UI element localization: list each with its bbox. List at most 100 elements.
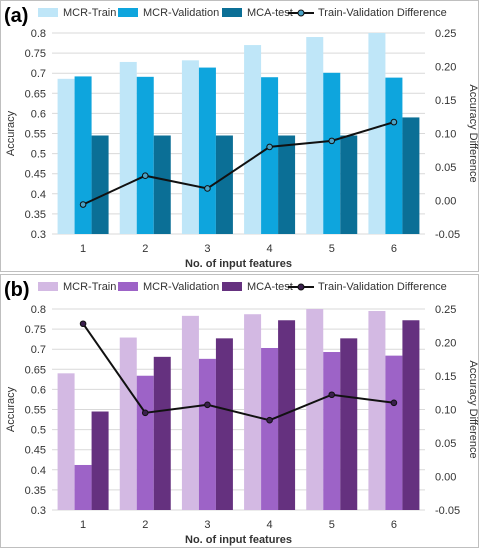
- y2-tick-label: -0.05: [435, 505, 460, 517]
- x-tick-label: 4: [267, 243, 273, 255]
- difference-point-2: [141, 172, 149, 180]
- y-tick-label: 0.8: [31, 28, 46, 40]
- bar-mcr-validation-5: [323, 72, 341, 234]
- bar-mca-test-5: [340, 135, 358, 234]
- legend-line-marker: [297, 283, 305, 291]
- y-tick-label: 0.45: [25, 169, 46, 181]
- legend-label: MCR-Validation: [143, 7, 219, 19]
- legend-label: MCR-Validation: [143, 281, 219, 293]
- bar-mca-test-2: [153, 135, 171, 234]
- y-tick-label: 0.8: [31, 304, 46, 316]
- y-tick-label: 0.35: [25, 209, 46, 221]
- y-tick-label: 0.5: [31, 149, 46, 161]
- y2-tick-label: 0.20: [435, 62, 456, 74]
- bar-mca-test-1: [91, 411, 109, 510]
- difference-point-4: [266, 416, 273, 424]
- y-tick-label: 0.5: [31, 425, 46, 437]
- difference-line: [82, 121, 395, 206]
- x-tick-label: 6: [391, 519, 397, 531]
- y2-tick-label: -0.05: [435, 229, 460, 241]
- bar-mcr-train-2: [119, 337, 137, 510]
- bar-mcr-validation-6: [385, 355, 403, 510]
- difference-point-2: [141, 409, 149, 417]
- y-tick-label: 0.7: [31, 68, 46, 80]
- bar-mcr-validation-3: [198, 67, 216, 235]
- y-tick-label: 0.6: [31, 108, 46, 120]
- bar-mcr-train-3: [181, 60, 199, 234]
- legend-swatch-mcr-validation: [118, 8, 138, 17]
- bar-mcr-validation-6: [385, 77, 403, 234]
- y2-tick-label: 0.15: [435, 371, 456, 383]
- bar-mcr-validation-4: [261, 77, 279, 234]
- bar-mcr-train-1: [57, 373, 75, 510]
- bar-mcr-validation-2: [136, 375, 154, 510]
- legend-label: MCA-test: [247, 281, 293, 293]
- bar-mca-test-2: [153, 356, 171, 510]
- y-tick-label: 0.55: [25, 129, 46, 141]
- bar-mcr-validation-2: [136, 76, 154, 235]
- y-tick-label: 0.75: [25, 324, 46, 336]
- legend-swatch-mcr-train: [38, 8, 58, 17]
- x-axis-title: No. of input features: [185, 534, 292, 546]
- y2-tick-label: 0.25: [435, 304, 456, 316]
- bar-mcr-train-6: [368, 311, 386, 510]
- legend-swatch-mcr-train: [38, 282, 58, 291]
- panel-label: (a): [4, 5, 28, 27]
- bar-mca-test-4: [278, 320, 296, 510]
- bar-mca-test-6: [402, 320, 420, 510]
- y-tick-label: 0.35: [25, 485, 46, 497]
- y2-tick-label: 0.25: [435, 28, 456, 40]
- difference-point-1: [79, 320, 87, 328]
- bar-mcr-train-1: [57, 78, 75, 234]
- bar-mcr-train-2: [119, 61, 137, 234]
- y2-tick-label: 0.05: [435, 162, 456, 174]
- chart-panel-a: (a) MCR-Train MCR-Validation MCA-test Train-…: [0, 0, 479, 272]
- difference-line: [82, 323, 395, 422]
- x-tick-label: 5: [329, 243, 335, 255]
- bar-mca-test-3: [215, 338, 233, 510]
- y2-tick-label: 0.00: [435, 472, 456, 484]
- y2-tick-label: 0.10: [435, 405, 456, 417]
- chart-panel-b: (b) MCR-Train MCR-Validation MCA-test Train-…: [0, 274, 479, 548]
- legend-label: Train-Validation Difference: [318, 281, 447, 293]
- bar-mcr-train-5: [306, 37, 324, 234]
- y2-axis-title: Accuracy Difference: [467, 84, 479, 182]
- difference-point-4: [266, 143, 273, 151]
- legend-line-marker: [297, 9, 305, 17]
- y-tick-label: 0.7: [31, 344, 46, 356]
- y-axis-title: Accuracy: [5, 386, 17, 432]
- bar-mcr-train-6: [368, 33, 386, 234]
- legend-swatch-mca-test: [222, 282, 242, 291]
- y2-axis-title: Accuracy Difference: [467, 360, 479, 458]
- x-tick-label: 1: [80, 519, 86, 531]
- x-tick-label: 2: [142, 243, 148, 255]
- bar-mca-test-6: [402, 117, 420, 234]
- bar-mcr-validation-5: [323, 352, 341, 510]
- y-tick-label: 0.3: [31, 505, 46, 517]
- legend-label: MCA-test: [247, 7, 293, 19]
- y-tick-label: 0.3: [31, 229, 46, 241]
- difference-point-5: [328, 137, 336, 145]
- difference-point-6: [390, 399, 398, 407]
- bar-mcr-train-5: [306, 309, 324, 510]
- bar-mcr-train-4: [244, 314, 262, 510]
- y2-tick-label: 0.05: [435, 438, 456, 450]
- y-tick-label: 0.6: [31, 384, 46, 396]
- difference-point-6: [390, 118, 398, 126]
- legend-label: MCR-Train: [63, 281, 116, 293]
- x-tick-label: 4: [267, 519, 273, 531]
- bar-mca-test-5: [340, 338, 358, 510]
- y-tick-label: 0.65: [25, 364, 46, 376]
- difference-point-5: [328, 391, 336, 399]
- y-axis-title: Accuracy: [5, 110, 17, 156]
- y-tick-label: 0.75: [25, 48, 46, 60]
- y-tick-label: 0.55: [25, 405, 46, 417]
- bar-mcr-train-3: [181, 315, 199, 510]
- y2-tick-label: 0.15: [435, 95, 456, 107]
- y-tick-label: 0.65: [25, 88, 46, 100]
- legend-swatch-mca-test: [222, 8, 242, 17]
- panel-label: (b): [4, 279, 30, 301]
- bar-mca-test-3: [215, 135, 233, 234]
- y-tick-label: 0.45: [25, 445, 46, 457]
